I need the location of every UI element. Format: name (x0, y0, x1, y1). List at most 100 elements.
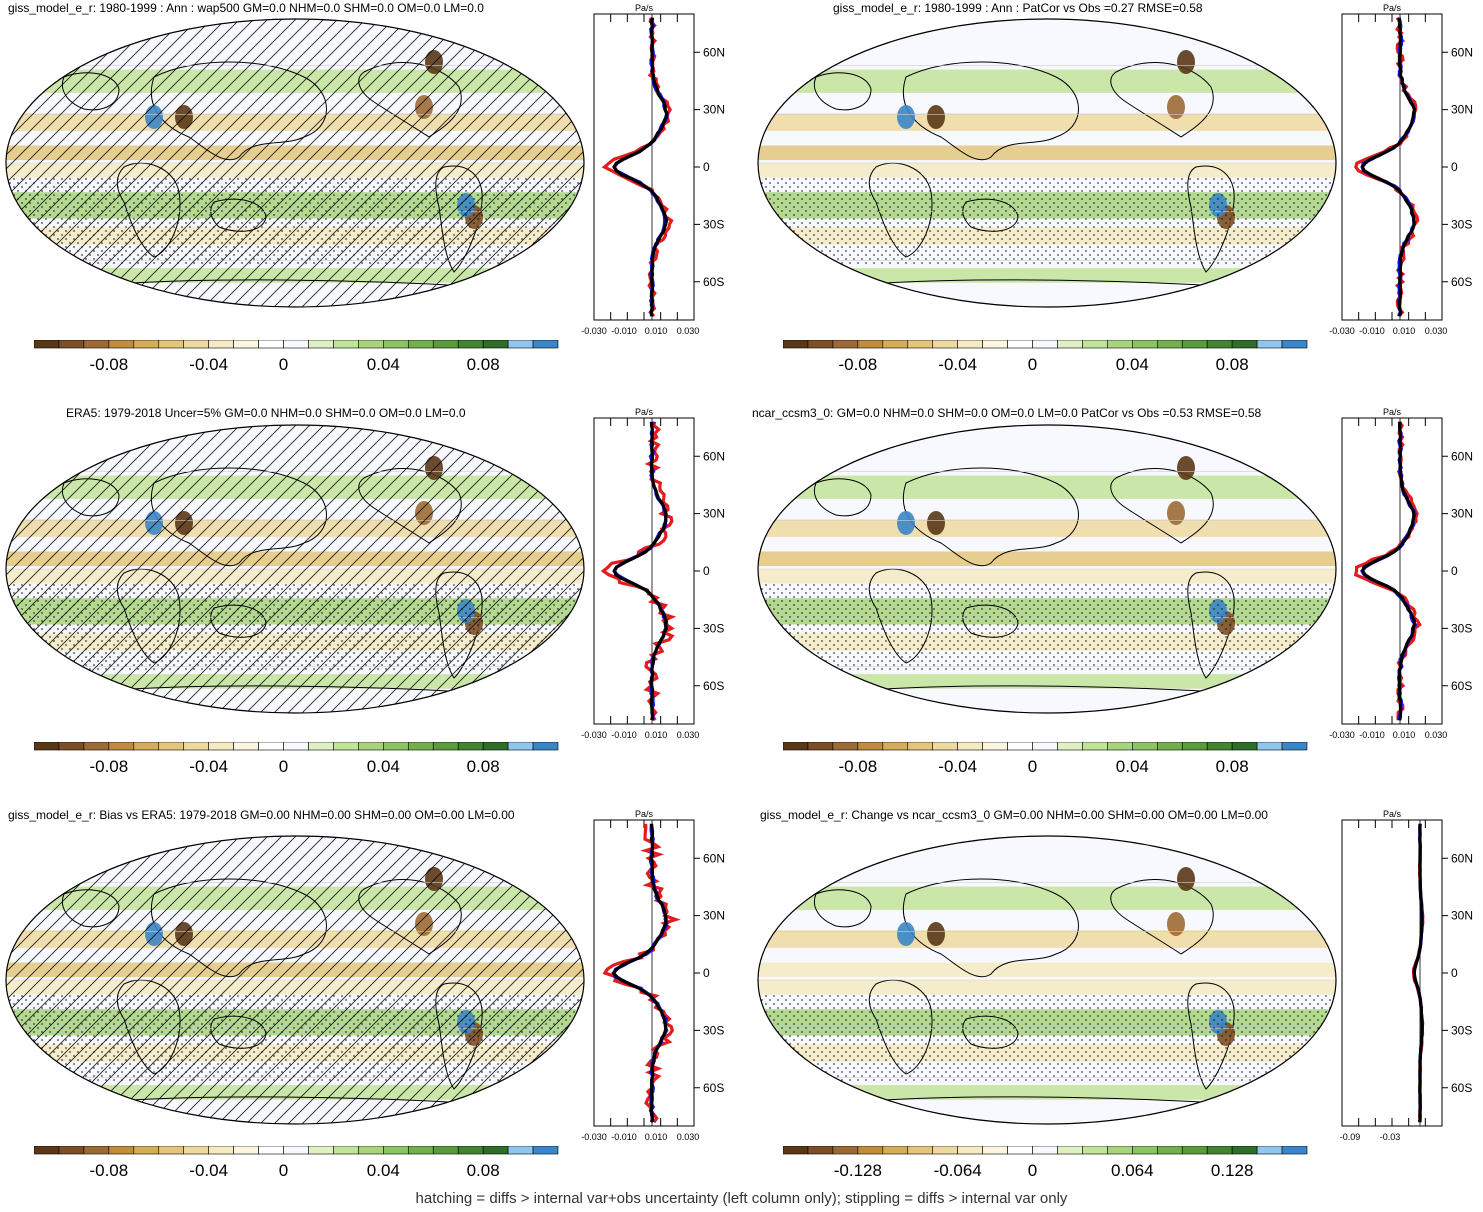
profile-panel-4: Pa/s 60N 30N 0 30S 60S -0.030 -0.010 0.010 0.030 (1329, 407, 1473, 740)
colorbar-label: 0 (1028, 757, 1037, 776)
profile-panel-2: Pa/s 60N 30N 0 30S 60S -0.030 -0.010 0.010 0.030 (1329, 3, 1473, 336)
panel-title-1: giss_model_e_r: 1980-1999 : Ann : wap500… (8, 1, 484, 15)
colorbar-label: -0.08 (838, 757, 877, 776)
colorbar-label: 0.04 (367, 1161, 400, 1180)
profile-line-mean (1412, 823, 1424, 1123)
map-panel-1 (5, 18, 585, 308)
profile-lat-label: 60N (703, 45, 725, 59)
profile-x-label: 0.030 (1425, 730, 1448, 740)
colorbar-label: -0.04 (189, 355, 228, 374)
colorbar-3: -0.08 -0.04 0 0.04 0.08 (34, 742, 559, 776)
profile-lat-label: 30N (1451, 103, 1473, 117)
profile-x-label: -0.010 (611, 326, 637, 336)
profile-line-mean (612, 421, 669, 721)
profile-lat-label: 60S (703, 1081, 724, 1095)
panel-title-3: ERA5: 1979-2018 Uncer=5% GM=0.0 NHM=0.0 … (66, 406, 466, 420)
profile-lat-label: 60S (1451, 275, 1472, 289)
profile-lat-label: 0 (1451, 564, 1458, 578)
profile-lat-label: 30S (1451, 1023, 1472, 1037)
colorbar-6: -0.128 -0.064 0 0.064 0.128 (783, 1146, 1308, 1180)
panel-title-2: giss_model_e_r: 1980-1999 : Ann : PatCor… (833, 1, 1203, 15)
profile-x-label: -0.03 (1380, 1132, 1401, 1142)
profile-x-label: -0.010 (611, 730, 637, 740)
map-panel-5 (5, 835, 585, 1125)
profile-lat-label: 60N (1451, 449, 1473, 463)
profile-lat-label: 30S (703, 1023, 724, 1037)
profile-lat-label: 60S (703, 275, 724, 289)
colorbar-2: -0.08 -0.04 0 0.04 0.08 (783, 340, 1308, 374)
profile-panel-1: Pa/s 60N 30N 0 30S 60S -0.030 -0.010 0.010 0.030 (581, 3, 725, 336)
colorbar-label: 0.08 (467, 757, 500, 776)
profile-x-label: 0.030 (677, 1132, 700, 1142)
profile-lat-label: 60S (1451, 679, 1472, 693)
profile-unit: Pa/s (635, 3, 654, 13)
profile-lat-label: 30S (1451, 217, 1472, 231)
profile-unit: Pa/s (635, 809, 654, 819)
profile-line-mean (1360, 421, 1416, 721)
panel-title-4: ncar_ccsm3_0: GM=0.0 NHM=0.0 SHM=0.0 OM=… (752, 406, 1262, 420)
profile-lat-label: 60S (1451, 1081, 1472, 1095)
profile-x-label: -0.030 (1329, 730, 1355, 740)
profile-line-mean (611, 823, 668, 1123)
profile-lat-label: 30S (703, 217, 724, 231)
profile-lat-label: 30S (703, 621, 724, 635)
profile-x-label: -0.010 (1359, 730, 1385, 740)
profile-x-label: 0.030 (677, 326, 700, 336)
profile-lat-label: 60S (703, 679, 724, 693)
colorbar-label: -0.04 (938, 757, 977, 776)
profile-x-label: 0.010 (645, 1132, 668, 1142)
colorbar-label: -0.04 (938, 355, 977, 374)
profile-x-label: -0.010 (611, 1132, 637, 1142)
profile-line-model (1354, 16, 1420, 318)
profile-line-model (1353, 420, 1422, 721)
colorbar-label: -0.08 (89, 757, 128, 776)
profile-lat-label: 0 (1451, 160, 1458, 174)
profile-line-mean (612, 17, 669, 317)
profile-lat-label: 0 (703, 966, 710, 980)
colorbar-5: -0.08 -0.04 0 0.04 0.08 (34, 1146, 559, 1180)
colorbar-label: 0.08 (467, 355, 500, 374)
map-panel-4 (757, 424, 1337, 714)
profile-x-label: -0.030 (581, 326, 607, 336)
panel-title-5: giss_model_e_r: Bias vs ERA5: 1979-2018 … (8, 808, 515, 822)
profile-panel-5: Pa/s 60N 30N 0 30S 60S -0.030 -0.010 0.010 0.030 (581, 809, 725, 1142)
colorbar-label: 0 (279, 757, 288, 776)
profile-unit: Pa/s (1383, 3, 1402, 13)
profile-lat-label: 30N (1451, 909, 1473, 923)
profile-unit: Pa/s (1383, 809, 1402, 819)
panel-title-6: giss_model_e_r: Change vs ncar_ccsm3_0 G… (760, 808, 1268, 822)
profile-x-label: -0.010 (1359, 326, 1385, 336)
colorbar-label: 0.04 (367, 355, 400, 374)
colorbar-label: 0 (1028, 355, 1037, 374)
colorbar-1: -0.08 -0.04 0 0.04 0.08 (34, 340, 559, 374)
profile-lat-label: 30N (703, 909, 725, 923)
profile-lat-label: 30N (703, 507, 725, 521)
profile-panel-3: Pa/s 60N 30N 0 30S 60S -0.030 -0.010 0.010 0.030 (581, 407, 725, 740)
profile-line-obs (612, 17, 669, 317)
colorbar-label: -0.128 (834, 1161, 882, 1180)
profile-x-label: 0.030 (1425, 326, 1448, 336)
profile-x-label: 0.010 (645, 326, 668, 336)
profile-lat-label: 60N (703, 449, 725, 463)
profile-line-obs (1360, 421, 1418, 721)
profile-x-label: -0.030 (1329, 326, 1355, 336)
colorbar-label: 0 (279, 1161, 288, 1180)
map-panel-2 (757, 18, 1337, 308)
profile-lat-label: 0 (703, 564, 710, 578)
profile-lat-label: 0 (703, 160, 710, 174)
colorbar-label: 0.04 (367, 757, 400, 776)
map-panel-6 (757, 835, 1337, 1125)
profile-lat-label: 60N (1451, 851, 1473, 865)
colorbar-label: -0.04 (189, 757, 228, 776)
colorbar-label: 0.064 (1111, 1161, 1154, 1180)
map-panel-3 (5, 424, 585, 714)
colorbar-label: 0.04 (1116, 355, 1149, 374)
profile-panel-6: Pa/s 60N 30N 0 30S 60S -0.09 -0.03 (1340, 809, 1473, 1142)
profile-lat-label: 0 (1451, 966, 1458, 980)
profile-x-label: -0.09 (1340, 1132, 1361, 1142)
profile-lat-label: 60N (703, 851, 725, 865)
profile-lat-label: 60N (1451, 45, 1473, 59)
colorbar-label: -0.04 (189, 1161, 228, 1180)
profile-lat-label: 30S (1451, 621, 1472, 635)
colorbar-label: -0.08 (89, 355, 128, 374)
